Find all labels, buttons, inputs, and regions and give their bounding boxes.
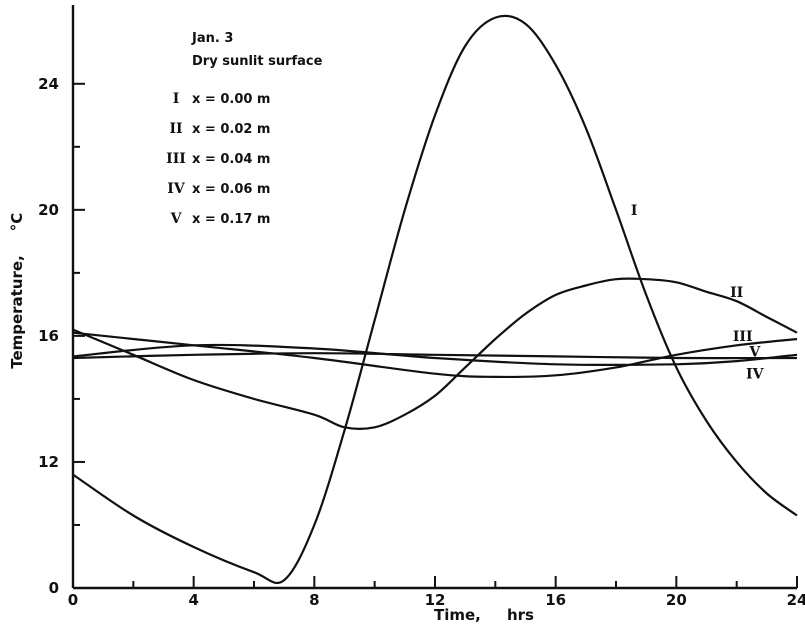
x-tick-label: 0	[68, 591, 78, 609]
series-line-iii	[72, 331, 798, 379]
legend-label: x = 0.06 m	[192, 182, 270, 197]
curve-label-v: V	[748, 345, 761, 361]
legend-label: x = 0.00 m	[192, 92, 270, 107]
y-axis-title: Temperature,	[8, 255, 26, 369]
annotation-date: Jan. 3	[191, 31, 233, 46]
legend-entry: IV x = 0.06 m	[167, 181, 270, 197]
x-tick-label: 16	[545, 591, 566, 609]
legend-numeral: V	[170, 211, 183, 227]
series-line-ii	[72, 277, 798, 430]
curve-label-iii: III	[733, 329, 753, 345]
x-tick-label: 8	[309, 591, 319, 609]
labels-group: Jan. 3 Dry sunlit surface Time, hrs Temp…	[8, 31, 534, 624]
series-line-i	[72, 14, 798, 585]
y-tick-label: 16	[38, 327, 59, 345]
y-axis-unit: °C	[8, 213, 26, 232]
legend-entry: II x = 0.02 m	[169, 121, 270, 137]
legend-numeral: II	[169, 121, 182, 137]
axes: 0 4 8 12 16 20 24 0 12 16 20 24	[38, 5, 805, 609]
curve-label-ii: II	[730, 285, 743, 301]
x-tick-label: 4	[188, 591, 198, 609]
x-axis-title: Time, hrs	[434, 606, 534, 624]
legend-label: x = 0.17 m	[192, 212, 270, 227]
y-tick-label: 20	[38, 201, 59, 219]
legend-numeral: III	[166, 151, 186, 167]
x-tick-label: 12	[425, 591, 446, 609]
legend-label: x = 0.04 m	[192, 152, 270, 167]
legend-numeral: I	[173, 91, 180, 107]
legend-label: x = 0.02 m	[192, 122, 270, 137]
y-tick-label: 0	[49, 579, 59, 597]
annotation-surface: Dry sunlit surface	[192, 54, 323, 69]
series-line-v	[72, 352, 798, 360]
legend-entry: III x = 0.04 m	[166, 151, 270, 167]
x-tick-label: 24	[787, 591, 805, 609]
series-line-iv	[72, 343, 798, 366]
curve-label-i: I	[631, 203, 638, 219]
curve-label-iv: IV	[746, 367, 765, 383]
legend-numeral: IV	[167, 181, 186, 197]
x-tick-label: 20	[666, 591, 687, 609]
y-tick-label: 24	[38, 75, 59, 93]
y-tick-label: 12	[38, 453, 59, 471]
